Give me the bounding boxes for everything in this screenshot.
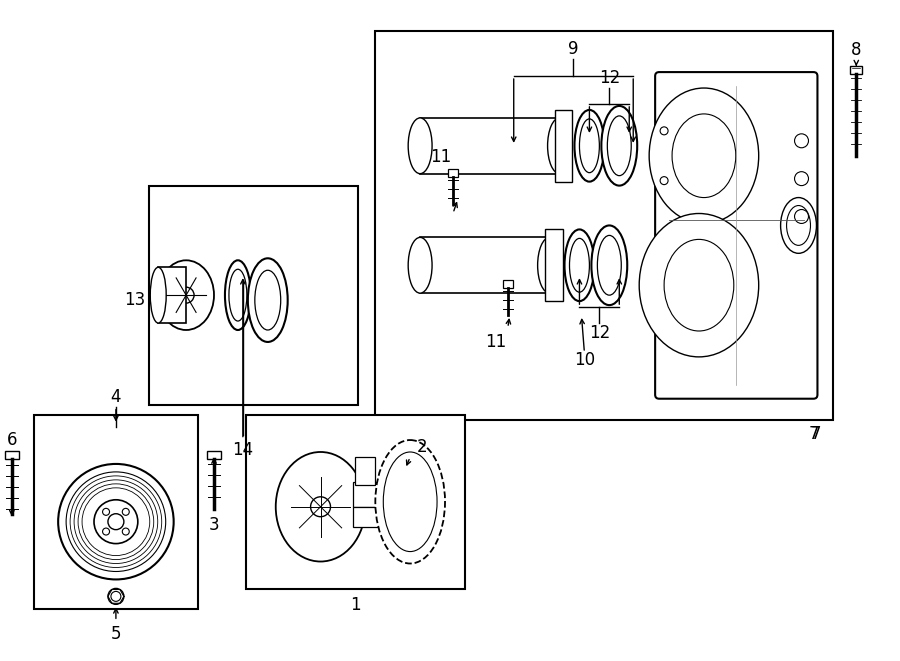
Ellipse shape [383, 452, 437, 551]
Ellipse shape [649, 88, 759, 223]
Ellipse shape [108, 588, 124, 604]
Ellipse shape [229, 269, 247, 321]
Bar [354, 507, 383, 527]
Ellipse shape [570, 239, 590, 292]
Ellipse shape [409, 118, 432, 174]
Ellipse shape [795, 172, 808, 186]
Text: 3: 3 [209, 516, 220, 534]
Ellipse shape [660, 176, 668, 184]
Ellipse shape [795, 134, 808, 148]
Ellipse shape [662, 101, 746, 210]
Bar [149, 186, 358, 405]
Text: 6: 6 [6, 430, 17, 449]
Ellipse shape [122, 508, 130, 516]
Ellipse shape [660, 127, 668, 135]
Ellipse shape [255, 270, 281, 330]
Text: 12: 12 [589, 324, 610, 342]
Bar [354, 482, 383, 507]
Text: 5: 5 [111, 625, 122, 643]
Ellipse shape [66, 472, 166, 572]
Ellipse shape [537, 237, 562, 293]
Ellipse shape [574, 110, 604, 182]
Ellipse shape [564, 229, 594, 301]
Ellipse shape [664, 239, 734, 331]
Bar [356, 457, 375, 485]
Text: 7: 7 [810, 424, 821, 443]
Bar [448, 169, 458, 176]
Bar [375, 31, 833, 420]
Bar [246, 414, 465, 589]
Ellipse shape [82, 488, 149, 555]
Ellipse shape [111, 592, 121, 602]
Ellipse shape [248, 258, 288, 342]
Ellipse shape [58, 464, 174, 580]
Ellipse shape [158, 260, 214, 330]
Ellipse shape [122, 528, 130, 535]
Ellipse shape [601, 106, 637, 186]
Ellipse shape [94, 500, 138, 543]
Ellipse shape [591, 225, 627, 305]
Bar [850, 66, 862, 74]
Text: 8: 8 [851, 41, 861, 59]
Text: 7: 7 [808, 424, 819, 443]
Ellipse shape [639, 214, 759, 357]
Ellipse shape [547, 118, 572, 174]
Text: 10: 10 [574, 351, 595, 369]
Bar [420, 118, 560, 174]
Text: 14: 14 [232, 442, 254, 459]
Ellipse shape [608, 116, 631, 176]
Ellipse shape [78, 484, 154, 559]
Bar [207, 451, 221, 459]
Ellipse shape [672, 114, 736, 198]
Ellipse shape [150, 267, 166, 323]
Bar [4, 451, 19, 459]
Ellipse shape [409, 237, 432, 293]
Text: 13: 13 [123, 291, 145, 309]
Ellipse shape [74, 480, 158, 564]
Ellipse shape [580, 119, 599, 173]
Text: 9: 9 [568, 40, 579, 58]
Ellipse shape [70, 476, 162, 568]
Ellipse shape [103, 528, 110, 535]
Ellipse shape [375, 440, 445, 564]
Bar [554, 110, 572, 182]
FancyBboxPatch shape [655, 72, 817, 399]
Ellipse shape [103, 508, 110, 516]
Ellipse shape [780, 198, 816, 253]
Ellipse shape [795, 210, 808, 223]
Bar [544, 229, 562, 301]
Ellipse shape [275, 452, 365, 562]
Text: 12: 12 [598, 69, 620, 87]
Text: 11: 11 [485, 333, 507, 351]
Bar [503, 280, 513, 288]
Text: 2: 2 [417, 438, 428, 456]
Bar [158, 267, 186, 323]
Ellipse shape [310, 497, 330, 517]
Ellipse shape [598, 235, 621, 295]
Ellipse shape [225, 260, 251, 330]
Ellipse shape [787, 206, 811, 245]
Bar [34, 414, 198, 609]
Bar [420, 237, 550, 293]
Ellipse shape [108, 514, 124, 529]
Text: 11: 11 [430, 147, 452, 166]
Ellipse shape [178, 287, 194, 303]
Text: 1: 1 [350, 596, 361, 614]
Text: 4: 4 [111, 388, 122, 406]
Ellipse shape [652, 225, 747, 345]
